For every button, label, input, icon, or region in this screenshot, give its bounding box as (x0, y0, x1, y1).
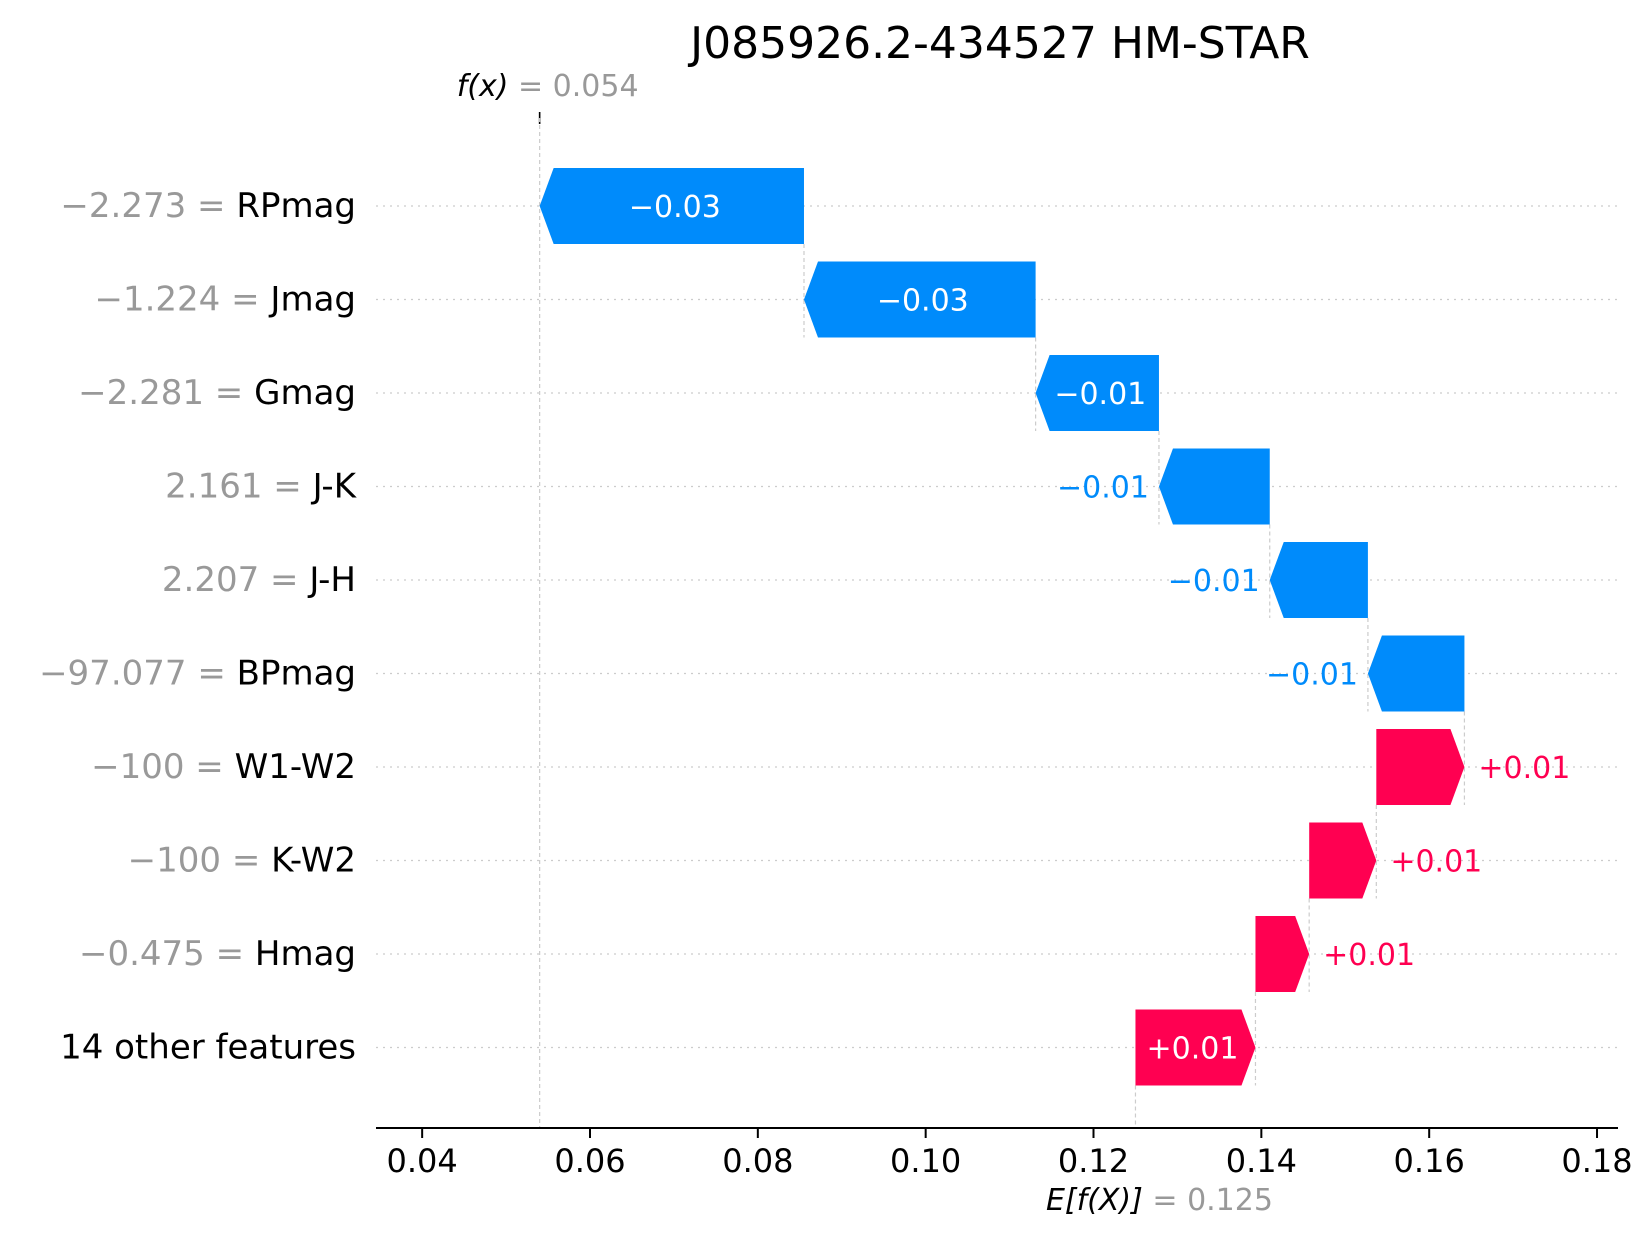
ex-equals: = (1143, 1183, 1187, 1218)
fx-annotation-text: f(x) = 0.054 (457, 69, 639, 104)
x-axis-ticks: 0.04 0.06 0.08 0.10 0.12 0.14 0.16 0.18 (387, 1128, 1633, 1180)
feature-name: W1-W2 (235, 747, 356, 787)
feature-value: −1.224 = (94, 280, 270, 320)
fx-value: 0.054 (553, 69, 639, 104)
x-tick-label: 0.04 (387, 1142, 458, 1180)
x-tick-label: 0.06 (554, 1142, 625, 1180)
bar-value-label: +0.01 (1146, 1032, 1238, 1067)
waterfall-bar (1376, 729, 1465, 805)
waterfall-bar (1035, 355, 1159, 431)
feature-name: J-H (307, 560, 356, 600)
waterfall-bar (1255, 916, 1310, 992)
feature-value: −100 = (91, 747, 235, 787)
feature-name: Hmag (255, 934, 356, 974)
feature-name: BPmag (237, 654, 356, 694)
bar-value-label: −0.03 (629, 190, 721, 225)
feature-value: 2.207 = (162, 560, 309, 600)
x-tick-label: 0.08 (722, 1142, 793, 1180)
feature-labels: −2.273 = RPmag −1.224 = Jmag −2.281 = Gmag… (39, 186, 358, 1068)
x-tick-label: 0.10 (890, 1142, 961, 1180)
expected-value-annotation: E[f(X)] = 0.125 (1046, 1183, 1273, 1218)
waterfall-bar (1135, 1009, 1256, 1086)
feature-label: 14 other features (60, 1028, 356, 1068)
ex-value: 0.125 (1187, 1183, 1273, 1218)
feature-name: Jmag (268, 280, 356, 320)
feature-label: −2.273 = RPmag (60, 186, 356, 226)
feature-label: −100 = W1-W2 (91, 747, 356, 787)
feature-value: 2.161 = (165, 467, 312, 507)
connector-lines (539, 118, 1466, 1128)
feature-value: −97.077 = (39, 654, 237, 694)
chart-title: J085926.2-434527 HM-STAR (687, 18, 1310, 69)
fx-label: f(x) (457, 69, 509, 104)
feature-label: −2.281 = Gmag (78, 373, 356, 413)
feature-label: −0.475 = Hmag (79, 934, 356, 974)
fx-equals: = (508, 69, 552, 104)
bar-value-label: −0.01 (1057, 471, 1149, 506)
feature-value: −100 = (128, 841, 272, 881)
feature-name: Gmag (254, 373, 356, 413)
x-tick-label: 0.14 (1226, 1142, 1297, 1180)
bar-value-label: +0.01 (1323, 938, 1415, 973)
feature-name: K-W2 (271, 841, 356, 881)
feature-value: −2.281 = (78, 373, 254, 413)
ex-label: E[f(X)] (1046, 1183, 1143, 1218)
waterfall-bar (1367, 635, 1465, 712)
feature-name: RPmag (236, 186, 356, 226)
feature-label: −97.077 = BPmag (39, 654, 356, 694)
bar-value-label: +0.01 (1478, 751, 1570, 786)
feature-label: −1.224 = Jmag (94, 280, 356, 320)
waterfall-bar (1269, 542, 1368, 618)
waterfall-bar (1158, 448, 1270, 525)
fx-annotation: f(x) = 0.054 (457, 69, 639, 124)
feature-label: 2.161 = J-K (165, 467, 358, 507)
bar-value-label: −0.01 (1054, 377, 1146, 412)
x-tick-label: 0.16 (1394, 1142, 1465, 1180)
feature-name: 14 other features (60, 1028, 356, 1068)
bar-value-label: −0.01 (1168, 564, 1260, 599)
waterfall-bar (803, 261, 1036, 338)
x-tick-label: 0.12 (1058, 1142, 1129, 1180)
feature-value: −2.273 = (60, 186, 236, 226)
feature-value: −0.475 = (79, 934, 255, 974)
bar-value-label: +0.01 (1390, 845, 1482, 880)
waterfall-bar (1309, 822, 1377, 899)
feature-label: 2.207 = J-H (162, 560, 356, 600)
bar-value-label: −0.03 (877, 284, 969, 319)
waterfall-bar (539, 168, 804, 244)
feature-name: J-K (311, 467, 358, 507)
bar-layer: −0.03 −0.03 −0.01 −0.01 −0.01 −0.01 +0.01 +0.01… (539, 168, 1570, 1086)
feature-label: −100 = K-W2 (128, 841, 356, 881)
x-tick-label: 0.18 (1561, 1142, 1632, 1180)
bar-value-label: −0.01 (1266, 658, 1358, 693)
